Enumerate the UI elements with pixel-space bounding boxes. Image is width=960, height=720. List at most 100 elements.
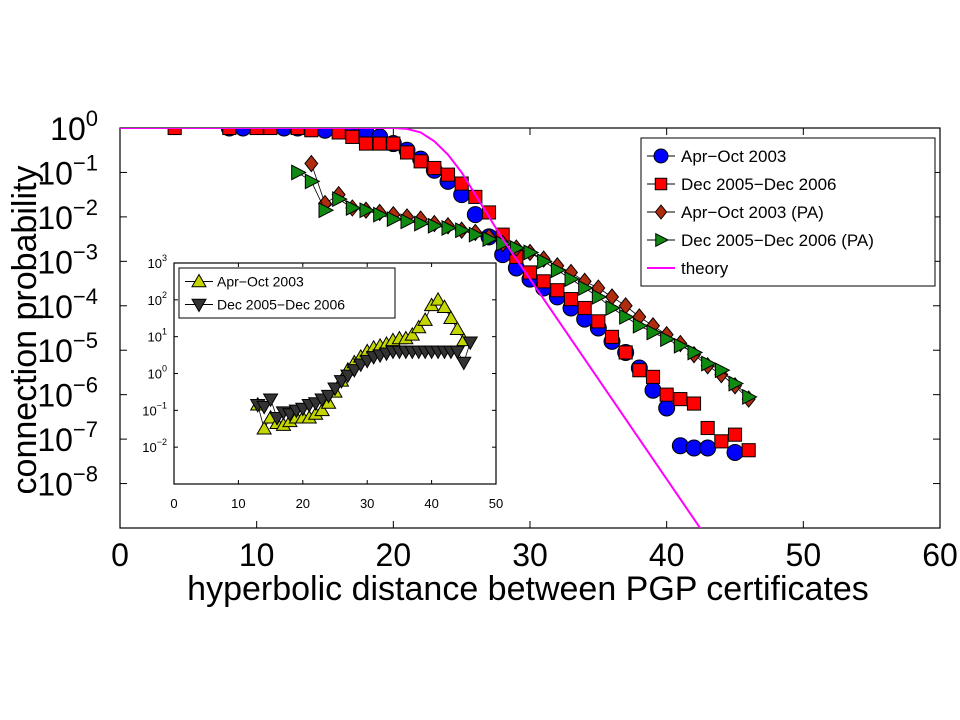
main-point (564, 271, 581, 288)
main-legend-label: Dec 2005−Dec 2006 (681, 175, 836, 194)
main-legend-swatch (654, 177, 668, 191)
main-point (686, 396, 702, 411)
main-legend-label: theory (681, 259, 729, 278)
main-point (482, 231, 499, 248)
main-legend-swatch (655, 232, 670, 248)
main-point (659, 387, 674, 402)
main-point (359, 202, 376, 219)
inset-point (410, 319, 427, 334)
inset-data (249, 291, 479, 435)
inset-legend (178, 267, 396, 319)
main-y-tick-label: 10−4 (37, 284, 98, 325)
inset-point (327, 382, 343, 397)
main-point (714, 434, 729, 449)
main-x-tick-label: 0 (111, 537, 129, 573)
main-point (318, 202, 335, 219)
main-point (234, 128, 252, 137)
main-point (646, 324, 663, 341)
main-point (591, 288, 608, 305)
inset-point (430, 291, 446, 306)
main-point (523, 244, 540, 261)
main-point (304, 154, 319, 173)
main-point (742, 388, 758, 405)
main-y-tick-label: 10−3 (37, 239, 98, 280)
main-point (358, 136, 374, 151)
inset-point (256, 400, 273, 415)
inset-point (262, 393, 279, 408)
main-point (714, 362, 731, 379)
main-point (414, 215, 430, 232)
inset-point (340, 369, 356, 384)
main-point (618, 345, 633, 360)
main-y-tick-label: 10−2 (37, 195, 98, 236)
inset-y-tick-label: 103 (148, 253, 167, 271)
main-point (441, 219, 458, 237)
main-point (726, 443, 744, 461)
main-y-tick-label: 10−5 (37, 328, 98, 369)
main-point (386, 136, 401, 151)
main-point (440, 167, 456, 182)
main-point (660, 331, 676, 348)
main-point (741, 443, 756, 458)
main-y-tick-label: 10−1 (37, 150, 98, 191)
inset-plot: 0 10 20 30 40 50 103 102 101 100 10−1 10−2 Apr−Oct 2… (142, 253, 503, 511)
inset-point (320, 389, 337, 404)
inset-y-tick-label: 102 (148, 290, 167, 308)
main-data (120, 128, 758, 528)
inset-x-tick-label: 20 (296, 496, 310, 511)
series-line-4 (120, 128, 702, 528)
main-x-tick-label: 40 (649, 537, 685, 573)
main-point (536, 274, 551, 289)
main-point (345, 199, 362, 217)
main-point (591, 314, 606, 329)
main-point (466, 206, 484, 224)
inset-point (455, 356, 472, 371)
inset-legend-swatch (191, 298, 207, 313)
inset-point (256, 420, 273, 435)
main-legend-label: Apr−Oct 2003 (681, 147, 786, 166)
main-point (304, 128, 319, 138)
main-y-tick-label: 100 (50, 106, 98, 147)
main-point (481, 205, 497, 220)
inset-y-tick-label: 10−2 (142, 437, 167, 455)
main-point (673, 337, 690, 354)
main-point (727, 427, 743, 442)
main-legend-label: Apr−Oct 2003 (PA) (681, 203, 824, 222)
main-point (399, 145, 415, 160)
main-point (577, 300, 592, 316)
main-point (400, 213, 417, 230)
inset-point (449, 321, 466, 336)
main-point (728, 375, 745, 392)
main-point (700, 420, 715, 436)
main-point (619, 308, 635, 325)
main-point (331, 128, 346, 140)
inset-x-tick-label: 10 (231, 496, 245, 511)
inset-x-tick-label: 30 (360, 496, 374, 511)
main-point (550, 262, 567, 279)
inset-point (404, 326, 421, 341)
inset-legend-label: Apr−Oct 2003 (217, 274, 304, 290)
main-point (316, 128, 334, 139)
inset-legend-label: Dec 2005−Dec 2006 (217, 297, 345, 313)
inset-y-tick-label: 10−1 (142, 400, 167, 418)
main-point (468, 226, 485, 243)
main-y-tick-label: 10−8 (37, 462, 98, 503)
inset-y-tick-label: 100 (148, 364, 167, 382)
inset-x-tick-label: 50 (489, 496, 503, 511)
main-point (644, 381, 662, 399)
main-point (427, 160, 442, 176)
x-axis-label: hyperbolic distance between PGP certific… (187, 570, 869, 608)
main-point (550, 283, 565, 298)
main-x-tick-label: 60 (922, 537, 958, 573)
y-axis-label: connection probability (6, 166, 44, 495)
inset-point (346, 364, 363, 378)
main-point (455, 222, 471, 239)
main-legend-label: Dec 2005−Dec 2006 (PA) (681, 231, 874, 250)
inset-point (449, 345, 466, 360)
main-point (563, 292, 579, 307)
main-point (604, 329, 620, 344)
main-point (699, 439, 717, 457)
series-connector-3 (297, 172, 749, 398)
main-point (275, 128, 293, 137)
